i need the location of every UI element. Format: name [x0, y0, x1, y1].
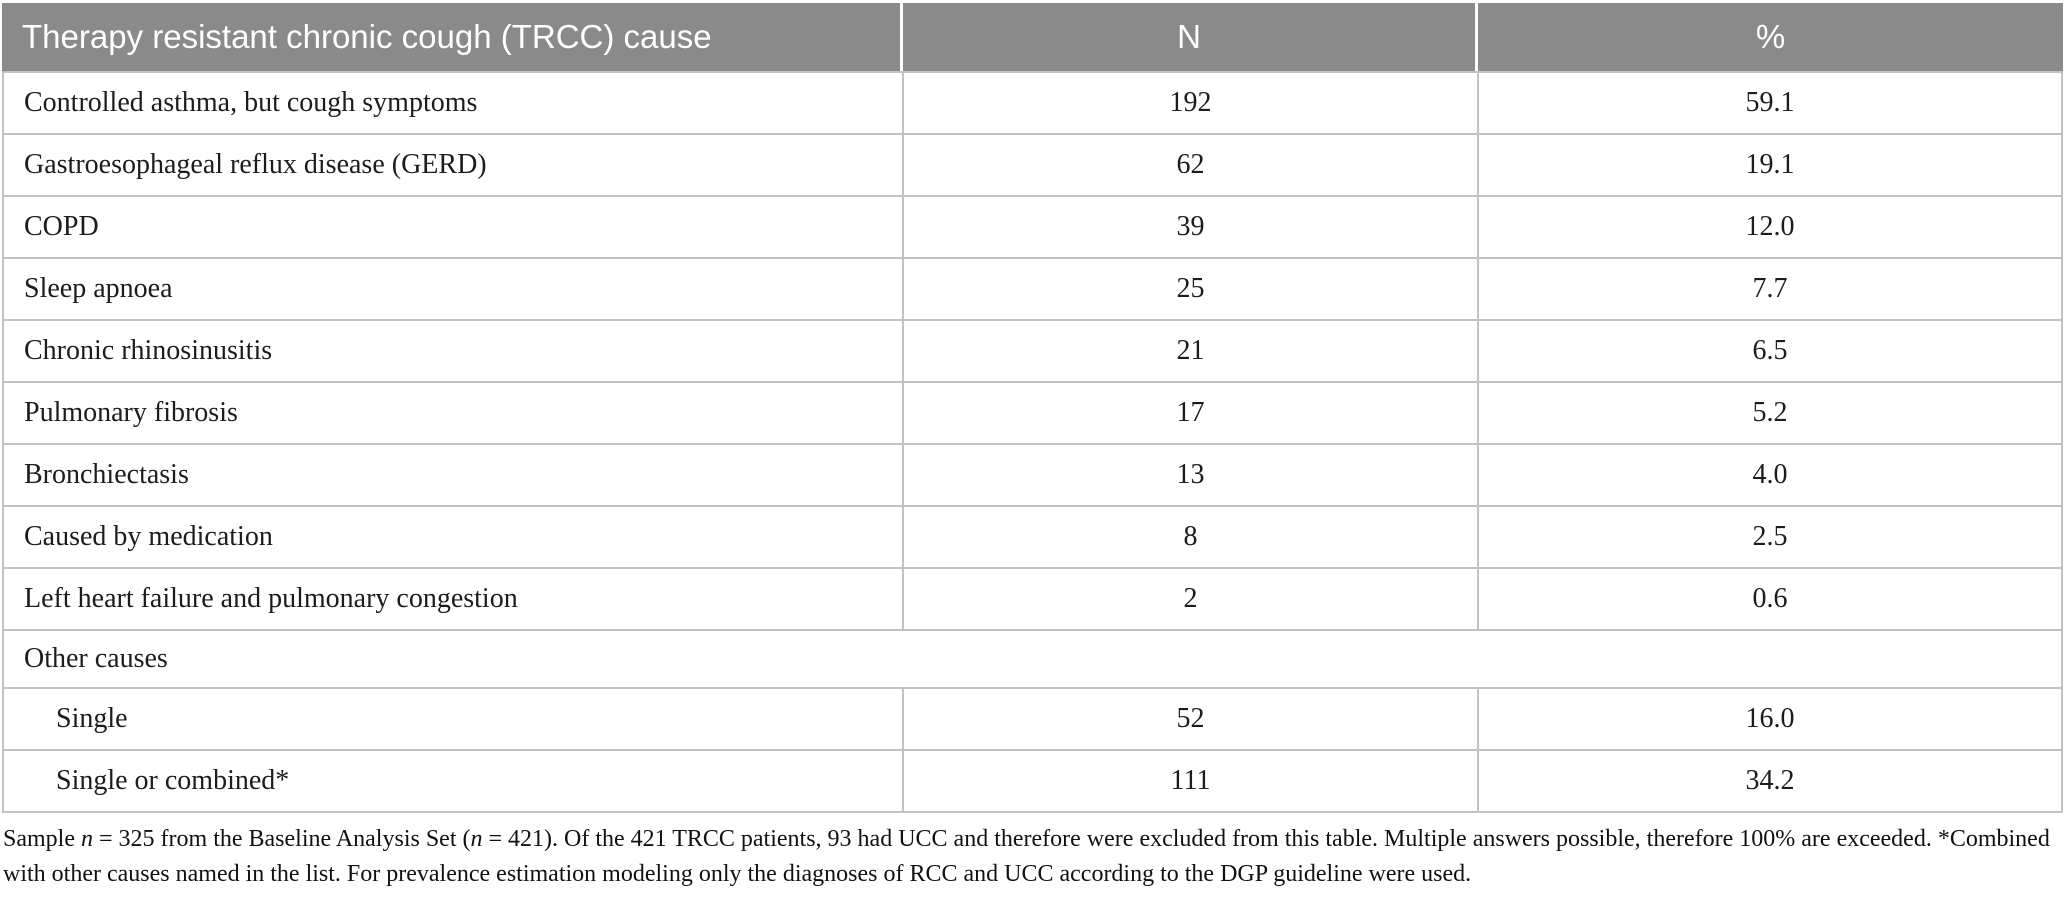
- table-footnote: Sample n = 325 from the Baseline Analysi…: [3, 822, 2063, 892]
- table-row: Single 52 16.0: [4, 687, 2061, 749]
- cell-n: 62: [902, 135, 1477, 195]
- table-row: Pulmonary fibrosis 17 5.2: [4, 381, 2061, 443]
- cell-n: 111: [902, 751, 1477, 811]
- cell-percent: 16.0: [1477, 689, 2061, 749]
- table-row: Caused by medication 8 2.5: [4, 505, 2061, 567]
- cell-cause: Left heart failure and pulmonary congest…: [24, 583, 518, 614]
- cell-cause: COPD: [24, 211, 99, 242]
- cell-n: 52: [902, 689, 1477, 749]
- cell-cause: Sleep apnoea: [24, 273, 173, 304]
- footnote-text: Sample: [3, 826, 81, 852]
- table-row: Sleep apnoea 25 7.7: [4, 257, 2061, 319]
- table-row: Gastroesophageal reflux disease (GERD) 6…: [4, 133, 2061, 195]
- cell-n: 17: [902, 383, 1477, 443]
- cell-cause: Gastroesophageal reflux disease (GERD): [24, 149, 487, 180]
- cell-cause: Single: [56, 703, 128, 734]
- footnote-italic-n: n: [470, 826, 483, 852]
- table-body: Controlled asthma, but cough symptoms 19…: [2, 71, 2063, 813]
- cell-percent: 12.0: [1477, 197, 2061, 257]
- cell-cause: Single or combined*: [56, 765, 290, 796]
- cell-cause: Controlled asthma, but cough symptoms: [24, 87, 478, 118]
- cell-n: 39: [902, 197, 1477, 257]
- cell-percent: 0.6: [1477, 569, 2061, 629]
- cell-percent: 59.1: [1477, 73, 2061, 133]
- cell-n: 8: [902, 507, 1477, 567]
- table-header-row: Therapy resistant chronic cough (TRCC) c…: [2, 3, 2063, 71]
- table-row: Left heart failure and pulmonary congest…: [4, 567, 2061, 629]
- header-cell-n: N: [900, 3, 1475, 71]
- header-cell-cause: Therapy resistant chronic cough (TRCC) c…: [22, 18, 712, 55]
- cell-cause: Caused by medication: [24, 521, 273, 552]
- cell-percent: 6.5: [1477, 321, 2061, 381]
- cell-percent: 5.2: [1477, 383, 2061, 443]
- table-row-group-other-causes: Other causes: [4, 629, 2061, 687]
- cell-cause: Other causes: [24, 643, 168, 674]
- cell-n: 2: [902, 569, 1477, 629]
- cell-percent: 4.0: [1477, 445, 2061, 505]
- cell-cause: Chronic rhinosinusitis: [24, 335, 273, 366]
- footnote-italic-n: n: [81, 826, 93, 852]
- footnote-text: = 325 from the Baseline Analysis Set (: [93, 826, 471, 852]
- cell-percent: 34.2: [1477, 751, 2061, 811]
- table-row: COPD 39 12.0: [4, 195, 2061, 257]
- cell-cause: Pulmonary fibrosis: [24, 397, 238, 428]
- cell-percent: 19.1: [1477, 135, 2061, 195]
- header-cell-percent: %: [1475, 3, 2063, 71]
- table-row: Bronchiectasis 13 4.0: [4, 443, 2061, 505]
- table-row: Chronic rhinosinusitis 21 6.5: [4, 319, 2061, 381]
- trcc-cause-table: Therapy resistant chronic cough (TRCC) c…: [2, 3, 2063, 813]
- cell-cause: Bronchiectasis: [24, 459, 189, 490]
- table-row: Single or combined* 111 34.2: [4, 749, 2061, 811]
- cell-percent: 7.7: [1477, 259, 2061, 319]
- footnote-text: = 421). Of the 421 TRCC patients, 93 had…: [3, 826, 2050, 887]
- cell-n: 25: [902, 259, 1477, 319]
- cell-percent: 2.5: [1477, 507, 2061, 567]
- cell-n: 192: [902, 73, 1477, 133]
- cell-n: 21: [902, 321, 1477, 381]
- cell-n: 13: [902, 445, 1477, 505]
- table-row: Controlled asthma, but cough symptoms 19…: [4, 71, 2061, 133]
